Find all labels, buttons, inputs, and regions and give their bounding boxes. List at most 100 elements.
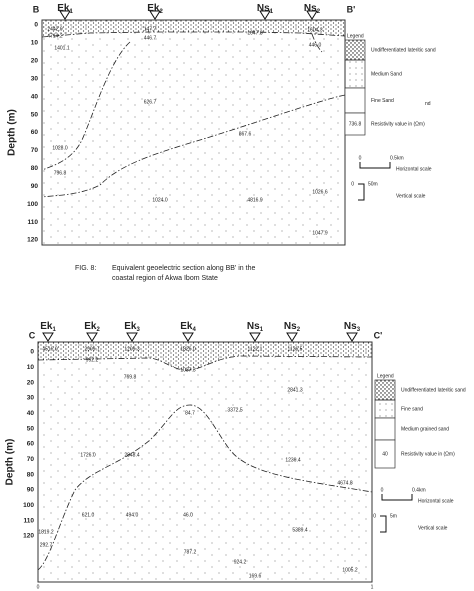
corner-label: C [29,330,36,340]
station-name: Ns [247,321,260,332]
station-name: Ek [57,3,70,14]
station-label: Ek1 [57,3,73,15]
scale-text: Horizontal scale [418,498,454,504]
caption-label: FIG. 8: [75,265,96,272]
v-scale-bar [380,515,387,533]
scale-text: 0 [359,155,362,161]
resistivity-value: 494.0 [126,512,139,518]
station-label: Ns1 [247,321,264,333]
depth-tick-label: 50 [31,111,39,118]
resistivity-value: 84.7 [185,410,195,416]
station-marker [286,332,298,342]
resistivity-value: 1209.3 [124,346,140,352]
station-sub: 2 [317,9,321,15]
axis-label: Depth (m) [5,439,16,486]
resistivity-value: 1236.4 [285,457,301,463]
resistivity-value: 46.0 [183,512,193,518]
resistivity-value: 796.8 [54,170,67,176]
corner-label: C' [374,330,383,340]
v-scale-bar [358,183,365,201]
station-label: Ns2 [304,3,321,15]
legend-swatch [374,439,396,469]
station-sub: 1 [69,9,73,15]
depth-tick-label: 60 [31,129,39,136]
legend-item: Undifferentiated lateritic sand [371,47,436,53]
station-label: Ek4 [180,321,196,333]
legend-swatch [344,87,366,114]
boundary [41,94,346,198]
depth-tick-label: 10 [27,364,35,371]
station-name: Ns [304,3,317,14]
legend-item: Fine sand [401,406,423,412]
resistivity-value: 292.7 [40,542,53,548]
depth-tick-label: 110 [24,517,35,524]
depth-tick-label: 110 [28,219,39,226]
station-name: Ek [84,321,97,332]
station-name: Ek [124,321,137,332]
resistivity-value: 446.7 [144,35,157,41]
boundary [37,355,373,371]
resistivity-value: 1028.0 [52,145,68,151]
resistivity-value: 1037.3 [180,367,196,373]
station-sub: 3 [357,327,361,333]
station-sub: 3 [136,327,140,333]
station-name: Ek [147,3,160,14]
scale-text: Vertical scale [396,193,426,199]
depth-tick-label: 120 [23,533,34,540]
resistivity-value: 3372.5 [227,407,243,413]
resistivity-value: 446.0 [309,42,322,48]
legend-swatch [344,59,366,89]
scale-text: 0 [373,513,376,519]
depth-tick-label: 90 [27,487,35,494]
station-marker [42,332,54,342]
scale-text: 50m [368,181,378,187]
resistivity-value: 2442.9 [47,26,63,32]
depth-tick-label: 100 [27,201,38,208]
station-marker [86,332,98,342]
legend-swatch [344,39,366,61]
lateritic-layer [38,342,372,371]
station-label: Ek2 [84,321,100,333]
resistivity-value: 5389.4 [292,527,308,533]
corner-label: B [33,4,40,14]
legend-sample: 40 [382,451,388,457]
station-marker [259,10,271,20]
section-fill [42,20,345,245]
axis-label: Depth (m) [7,109,18,156]
depth-tick-label: 120 [27,237,38,244]
legend-item: Resistivity value in (Ωm) [401,451,455,457]
legend-sample: 736.8 [349,121,362,127]
boundary [41,41,131,171]
resistivity-value: 4516.0 [42,346,58,352]
station-label: Ns1 [257,3,274,15]
station-marker [149,10,161,20]
legend-item: Undifferentiated lateritic sand [401,387,466,393]
station-name: Ek [180,321,193,332]
lateritic-layer [42,20,345,37]
resistivity-value: 992.2 [86,357,99,363]
depth-tick-label: 100 [23,502,34,509]
resistivity-value: 769.8 [124,374,137,380]
depth-tick-label: 60 [27,441,35,448]
depth-tick-label: 0 [30,349,34,356]
station-label: Ns3 [344,321,361,333]
station-name: Ns [284,321,297,332]
depth-tick-label: 20 [27,379,35,386]
resistivity-value: 1604.3 [307,27,323,33]
corner-label: B' [347,4,356,14]
resistivity-value: 1122.1 [248,346,263,352]
station-name: Ns [344,321,357,332]
boundary [37,404,373,571]
resistivity-value: 924.2 [234,559,247,565]
station-name: Ns [257,3,270,14]
station-label: Ek3 [124,321,140,333]
boundary [311,33,323,53]
legend-title: Legend [377,373,394,379]
caption-text: coastal region of Akwa Ibom State [112,275,218,282]
resistivity-value: 1136.5 [288,346,303,352]
depth-tick-label: 10 [31,40,39,47]
resistivity-value: 147.7 [144,26,157,32]
depth-tick-label: 50 [27,425,35,432]
station-label: Ek1 [40,321,56,333]
station-sub: 1 [260,327,264,333]
